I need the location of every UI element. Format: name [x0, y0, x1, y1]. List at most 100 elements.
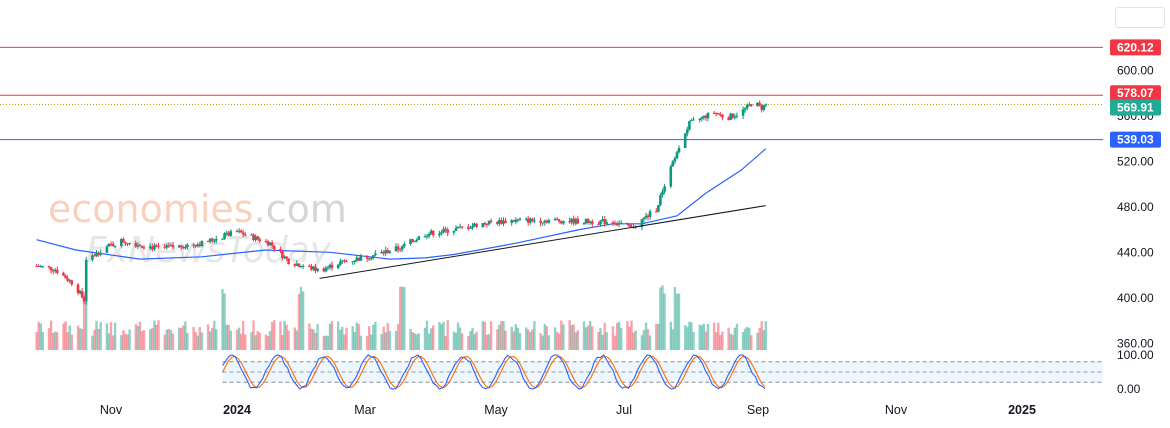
volume-bar: [456, 322, 460, 350]
candle-body: [372, 255, 375, 258]
volume-bar: [748, 327, 751, 350]
candle-body: [179, 245, 183, 248]
price-tag-label: 569.91: [1117, 101, 1154, 115]
volume-bar: [632, 332, 635, 350]
candle-body: [446, 229, 449, 233]
volume-bar: [109, 322, 113, 350]
candle-body: [617, 223, 621, 225]
candle-body: [99, 252, 102, 255]
volume-bar: [297, 293, 301, 350]
volume-bar: [163, 334, 166, 350]
volume-bar: [673, 287, 677, 350]
candle-body: [326, 267, 330, 269]
volume-bar: [279, 321, 282, 350]
volume-bar: [105, 323, 109, 350]
volume-bar: [82, 292, 86, 350]
volume-bar: [213, 320, 216, 350]
candle-body: [562, 221, 565, 224]
volume-bar: [741, 332, 745, 350]
candle-body: [111, 244, 115, 246]
candle-body: [336, 264, 340, 268]
candle-body: [512, 220, 516, 222]
candle-body: [646, 215, 650, 217]
volume-bar: [444, 335, 447, 350]
oscillator-axis: 100.00 0.00: [1117, 348, 1154, 396]
volume-bar: [235, 329, 239, 350]
volume-bar: [613, 335, 617, 350]
volume-bar: [684, 325, 687, 350]
volume-bar: [500, 321, 503, 350]
volume-bar: [562, 324, 565, 350]
volume-bar: [760, 321, 763, 350]
candle-body: [223, 233, 226, 239]
candle-body: [619, 222, 623, 224]
candle-body: [411, 239, 414, 242]
candle-body: [198, 244, 202, 246]
candle-body: [760, 104, 763, 110]
volume-bar: [729, 333, 732, 350]
volume-bar: [353, 332, 356, 350]
volume-bar: [322, 336, 325, 350]
candle-body: [529, 218, 532, 223]
volume-bar: [93, 329, 96, 350]
candle-body: [677, 148, 681, 153]
candle-body: [268, 242, 272, 246]
candle-body: [729, 113, 732, 120]
candle-body: [301, 265, 305, 267]
volume-bar: [95, 320, 98, 350]
candle-body: [516, 219, 520, 221]
volume-bar: [211, 328, 214, 350]
volume-bar: [764, 321, 767, 350]
candle-body: [456, 226, 460, 229]
volume-bar: [223, 293, 226, 350]
volume-bar: [68, 325, 71, 350]
price-tag-label: 620.12: [1117, 40, 1154, 54]
candle-body: [403, 244, 406, 247]
volume-bar: [663, 293, 666, 350]
volume-bar: [186, 333, 189, 350]
candle-body: [717, 113, 720, 115]
moving-average-line: [36, 148, 767, 260]
trendline[interactable]: [319, 205, 766, 279]
horizontal-levels[interactable]: [0, 46, 1103, 141]
candle-body: [557, 219, 561, 222]
price-tag-label: 539.03: [1117, 133, 1154, 147]
volume-bar: [180, 327, 183, 350]
candle-body: [124, 242, 127, 244]
y-tick-label: 400.00: [1117, 291, 1154, 305]
chart-settings-button[interactable]: [1115, 7, 1165, 28]
candle-body: [328, 264, 332, 268]
price-tag-label: 578.07: [1117, 86, 1154, 100]
watermark-brand-b: .com: [254, 187, 347, 231]
volume-bar: [584, 327, 588, 350]
candle-body: [686, 129, 689, 134]
x-tick-label: Nov: [885, 403, 908, 417]
volume-bar: [52, 333, 55, 350]
volume-bar: [611, 326, 615, 350]
volume-bar: [384, 332, 387, 350]
x-tick-label: Sep: [747, 403, 769, 417]
volume-bar: [268, 331, 272, 350]
volume-bar: [531, 329, 534, 350]
price-tag: 569.91: [1110, 99, 1161, 116]
volume-bar: [266, 335, 270, 350]
candle-body: [155, 245, 158, 247]
volume-bar: [91, 335, 94, 350]
volume-bar: [446, 320, 449, 350]
candle-body: [572, 218, 575, 224]
moving-average: [36, 148, 767, 260]
volume-bar: [293, 327, 296, 350]
candle-body: [574, 218, 578, 224]
volume-bar: [582, 321, 586, 350]
volume-bar: [423, 327, 427, 350]
candle-body: [47, 266, 51, 268]
volume-bar: [194, 332, 197, 350]
oscillator-tick-label: 100.00: [1117, 348, 1154, 362]
volume-bar: [70, 334, 73, 350]
volume-bar: [514, 324, 518, 350]
candle-body: [258, 239, 261, 242]
volume-bar: [374, 321, 377, 350]
volume-bar: [502, 321, 505, 350]
volume-bar: [409, 328, 412, 350]
candle-body: [279, 249, 282, 252]
